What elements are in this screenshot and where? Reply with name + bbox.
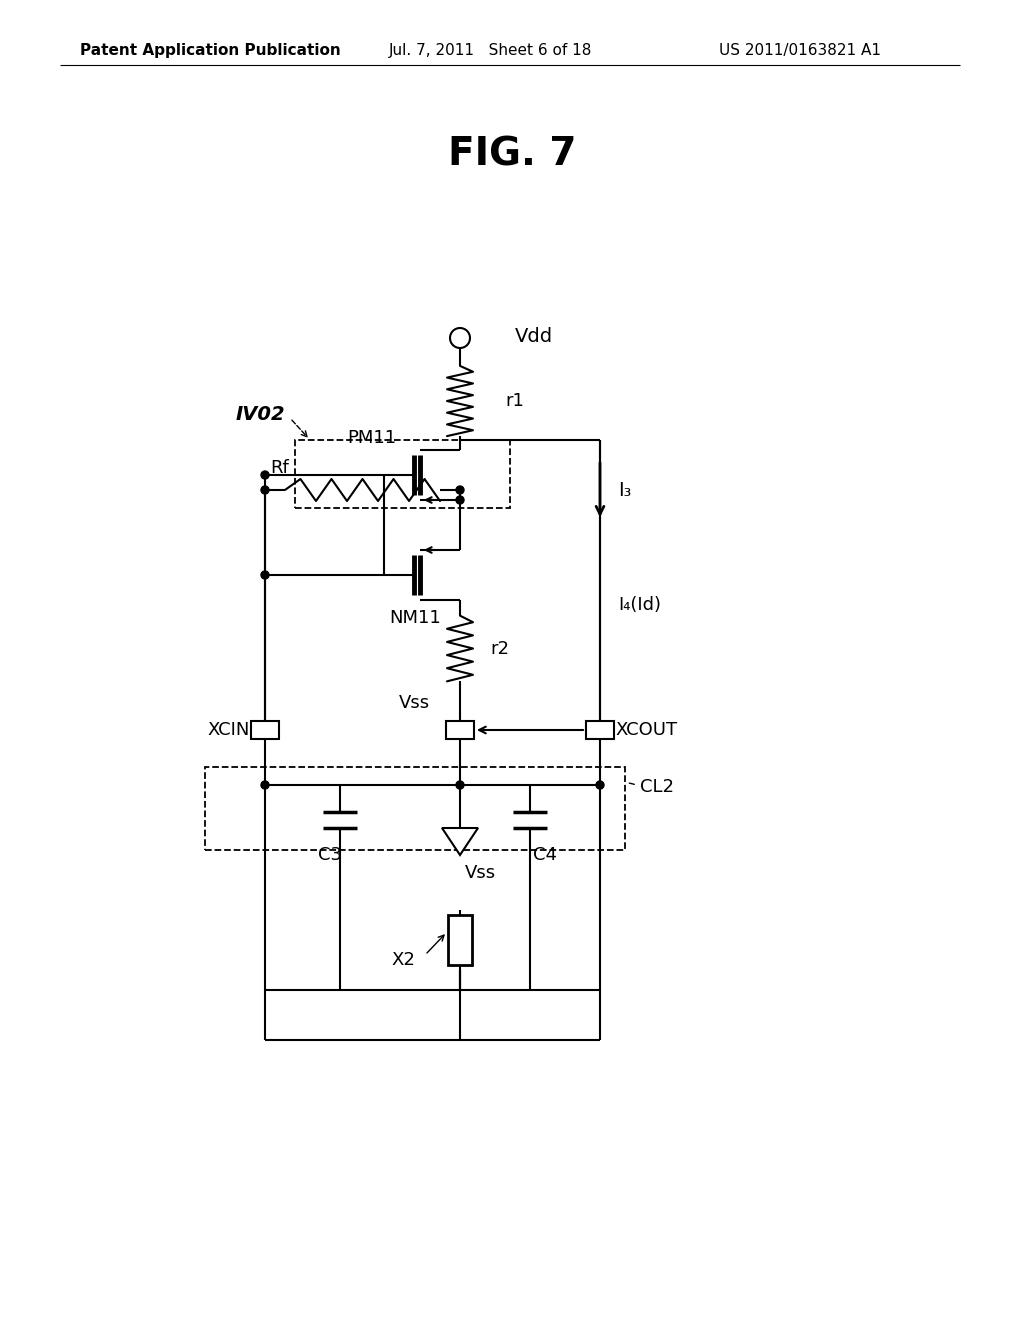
Text: IV02: IV02 xyxy=(236,405,285,425)
Text: C4: C4 xyxy=(534,846,557,865)
Text: XCOUT: XCOUT xyxy=(615,721,677,739)
Bar xyxy=(449,915,472,965)
Bar xyxy=(586,721,614,739)
Text: Vdd: Vdd xyxy=(515,326,553,346)
Text: US 2011/0163821 A1: US 2011/0163821 A1 xyxy=(719,42,881,58)
Circle shape xyxy=(456,496,464,504)
Text: FIG. 7: FIG. 7 xyxy=(447,136,577,174)
Text: C3: C3 xyxy=(318,846,342,865)
Circle shape xyxy=(261,572,269,579)
Circle shape xyxy=(261,471,269,479)
Polygon shape xyxy=(442,828,478,855)
Text: XCIN: XCIN xyxy=(208,721,250,739)
Circle shape xyxy=(261,781,269,789)
Text: Rf: Rf xyxy=(270,459,289,477)
Text: Patent Application Publication: Patent Application Publication xyxy=(80,42,340,58)
Text: Vss: Vss xyxy=(399,694,430,711)
Bar xyxy=(205,767,625,850)
Text: r2: r2 xyxy=(490,639,509,657)
Circle shape xyxy=(261,486,269,494)
Text: NM11: NM11 xyxy=(389,609,440,627)
Text: X2: X2 xyxy=(391,950,415,969)
Text: PM11: PM11 xyxy=(347,429,396,447)
Bar xyxy=(251,721,279,739)
Text: I₄(Id): I₄(Id) xyxy=(618,597,662,614)
Circle shape xyxy=(596,781,604,789)
Text: Jul. 7, 2011   Sheet 6 of 18: Jul. 7, 2011 Sheet 6 of 18 xyxy=(388,42,592,58)
Text: CL2: CL2 xyxy=(640,777,674,796)
Bar xyxy=(446,721,474,739)
Bar xyxy=(295,440,510,508)
Text: I₃: I₃ xyxy=(618,480,632,499)
Text: Vss: Vss xyxy=(465,865,496,882)
Circle shape xyxy=(456,486,464,494)
Text: r1: r1 xyxy=(505,392,524,411)
Circle shape xyxy=(456,781,464,789)
